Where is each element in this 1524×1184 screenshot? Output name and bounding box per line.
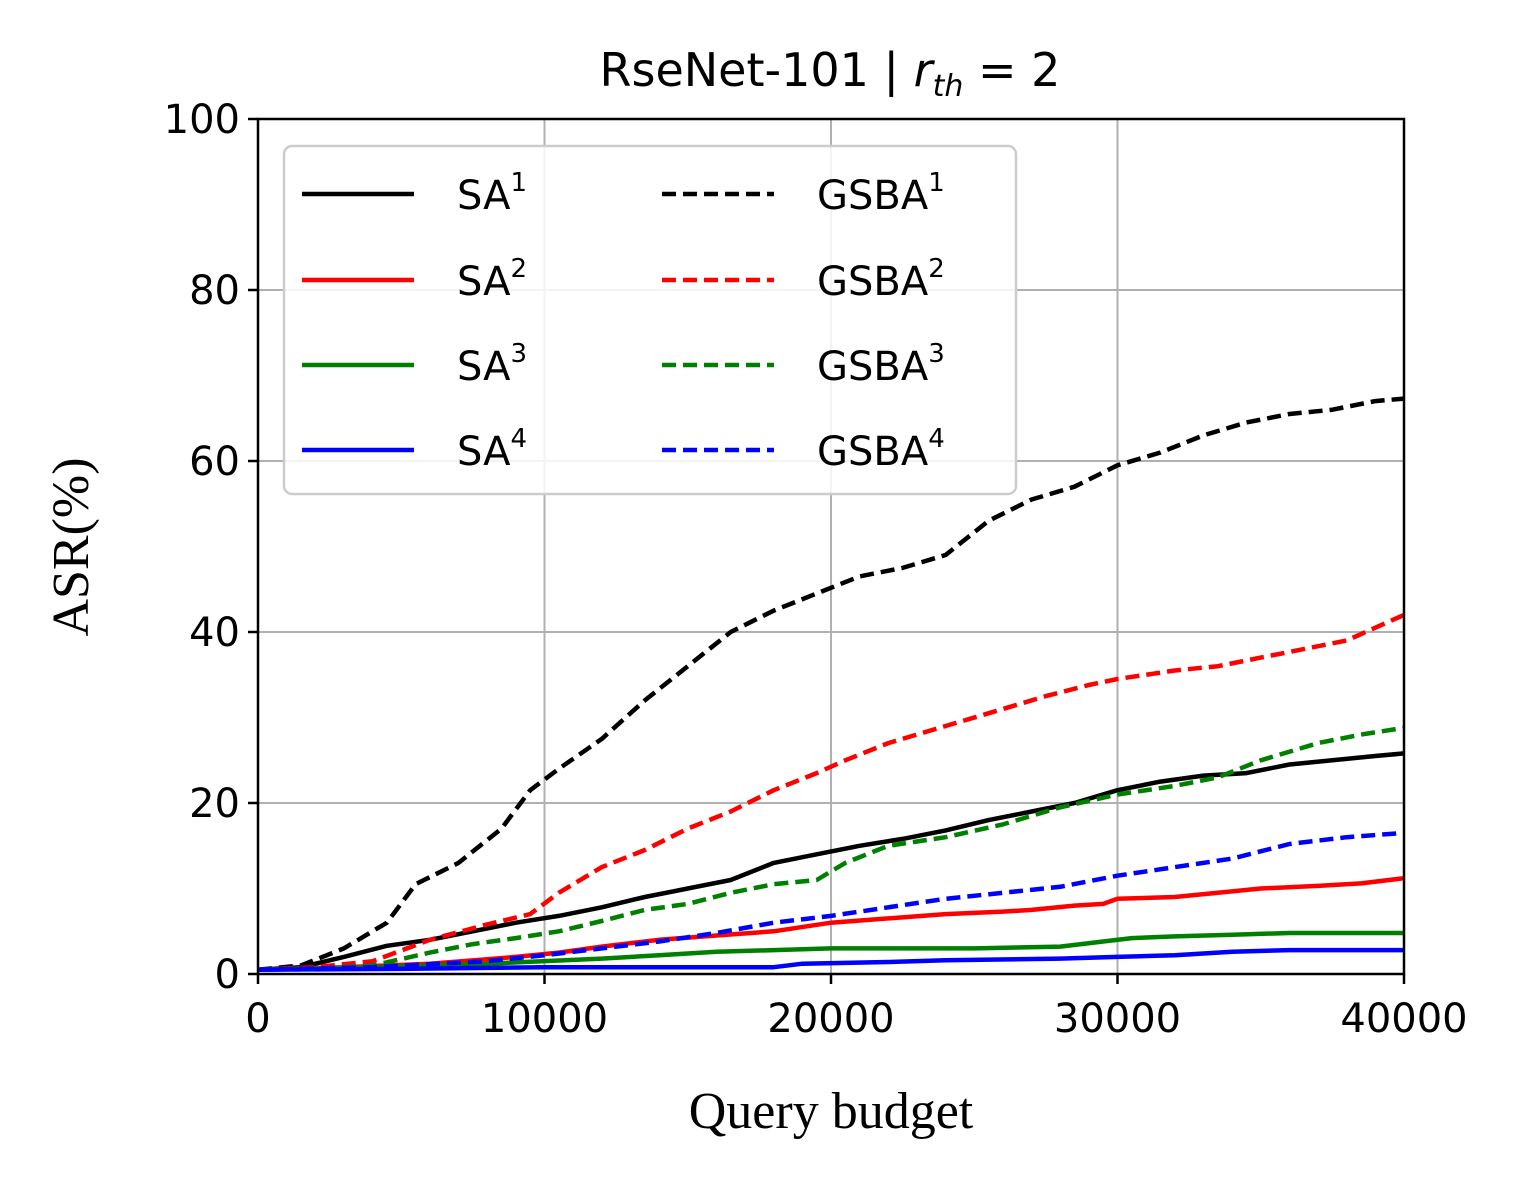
series-line-gsba-3 [257, 725, 1405, 972]
legend-label: GSBA3 [817, 339, 945, 390]
chart-title-subscript: th [933, 69, 964, 104]
y-tick-label: 40 [189, 610, 240, 656]
legend-label: GSBA4 [817, 424, 945, 475]
axis-ticks: 0 10000 20000 30000 40000 0 20 40 60 80 100 [164, 97, 1468, 1042]
legend-item-gsba-2: GSBA2 [662, 254, 945, 305]
legend-item-sa-4: SA4 [302, 424, 527, 475]
y-tick-label: 60 [189, 439, 240, 485]
y-tick-label: 20 [189, 781, 240, 827]
legend-label: GSBA1 [817, 168, 945, 219]
chart-title: RseNet-101 | rth = 2 [600, 43, 1061, 104]
series-line-sa-4 [257, 947, 1404, 972]
series-line-gsba-1 [257, 396, 1405, 972]
legend-item-sa-2: SA2 [302, 254, 527, 305]
legend-item-sa-1: SA1 [302, 168, 527, 219]
legend-box [282, 144, 1018, 496]
legend-item-gsba-1: GSBA1 [662, 168, 945, 219]
legend: SA1 SA2 SA3 SA4 GSBA1 GSBA2 GSBA3 GSBA4 [282, 144, 1018, 496]
x-tick-label: 0 [245, 996, 270, 1042]
series-line-sa-2 [257, 875, 1405, 972]
series-line-gsba-2 [257, 612, 1405, 972]
y-axis-label: ASR(%) [43, 457, 100, 636]
chart-title-variable: r [914, 43, 936, 97]
legend-item-sa-3: SA3 [302, 339, 527, 390]
x-tick-label: 10000 [481, 996, 608, 1042]
legend-label: SA3 [457, 339, 527, 390]
x-tick-label: 40000 [1340, 996, 1467, 1042]
y-tick-label: 80 [189, 268, 240, 314]
y-tick-label: 0 [215, 952, 240, 998]
x-tick-label: 20000 [767, 996, 894, 1042]
legend-label: SA1 [457, 168, 527, 219]
legend-item-gsba-4: GSBA4 [662, 424, 945, 475]
y-tick-label: 100 [164, 97, 240, 143]
legend-label: GSBA2 [817, 254, 945, 305]
x-tick-label: 30000 [1054, 996, 1181, 1042]
legend-item-gsba-3: GSBA3 [662, 339, 945, 390]
chart-title-rest: = 2 [963, 43, 1060, 97]
series-lines [257, 396, 1405, 972]
series-line-sa-3 [257, 930, 1404, 972]
legend-label: SA2 [457, 254, 527, 305]
x-axis-label: Query budget [689, 1083, 974, 1140]
series-line-gsba-4 [257, 830, 1405, 972]
legend-label: SA4 [457, 424, 527, 475]
chart-title-main: RseNet-101 | [600, 43, 914, 98]
